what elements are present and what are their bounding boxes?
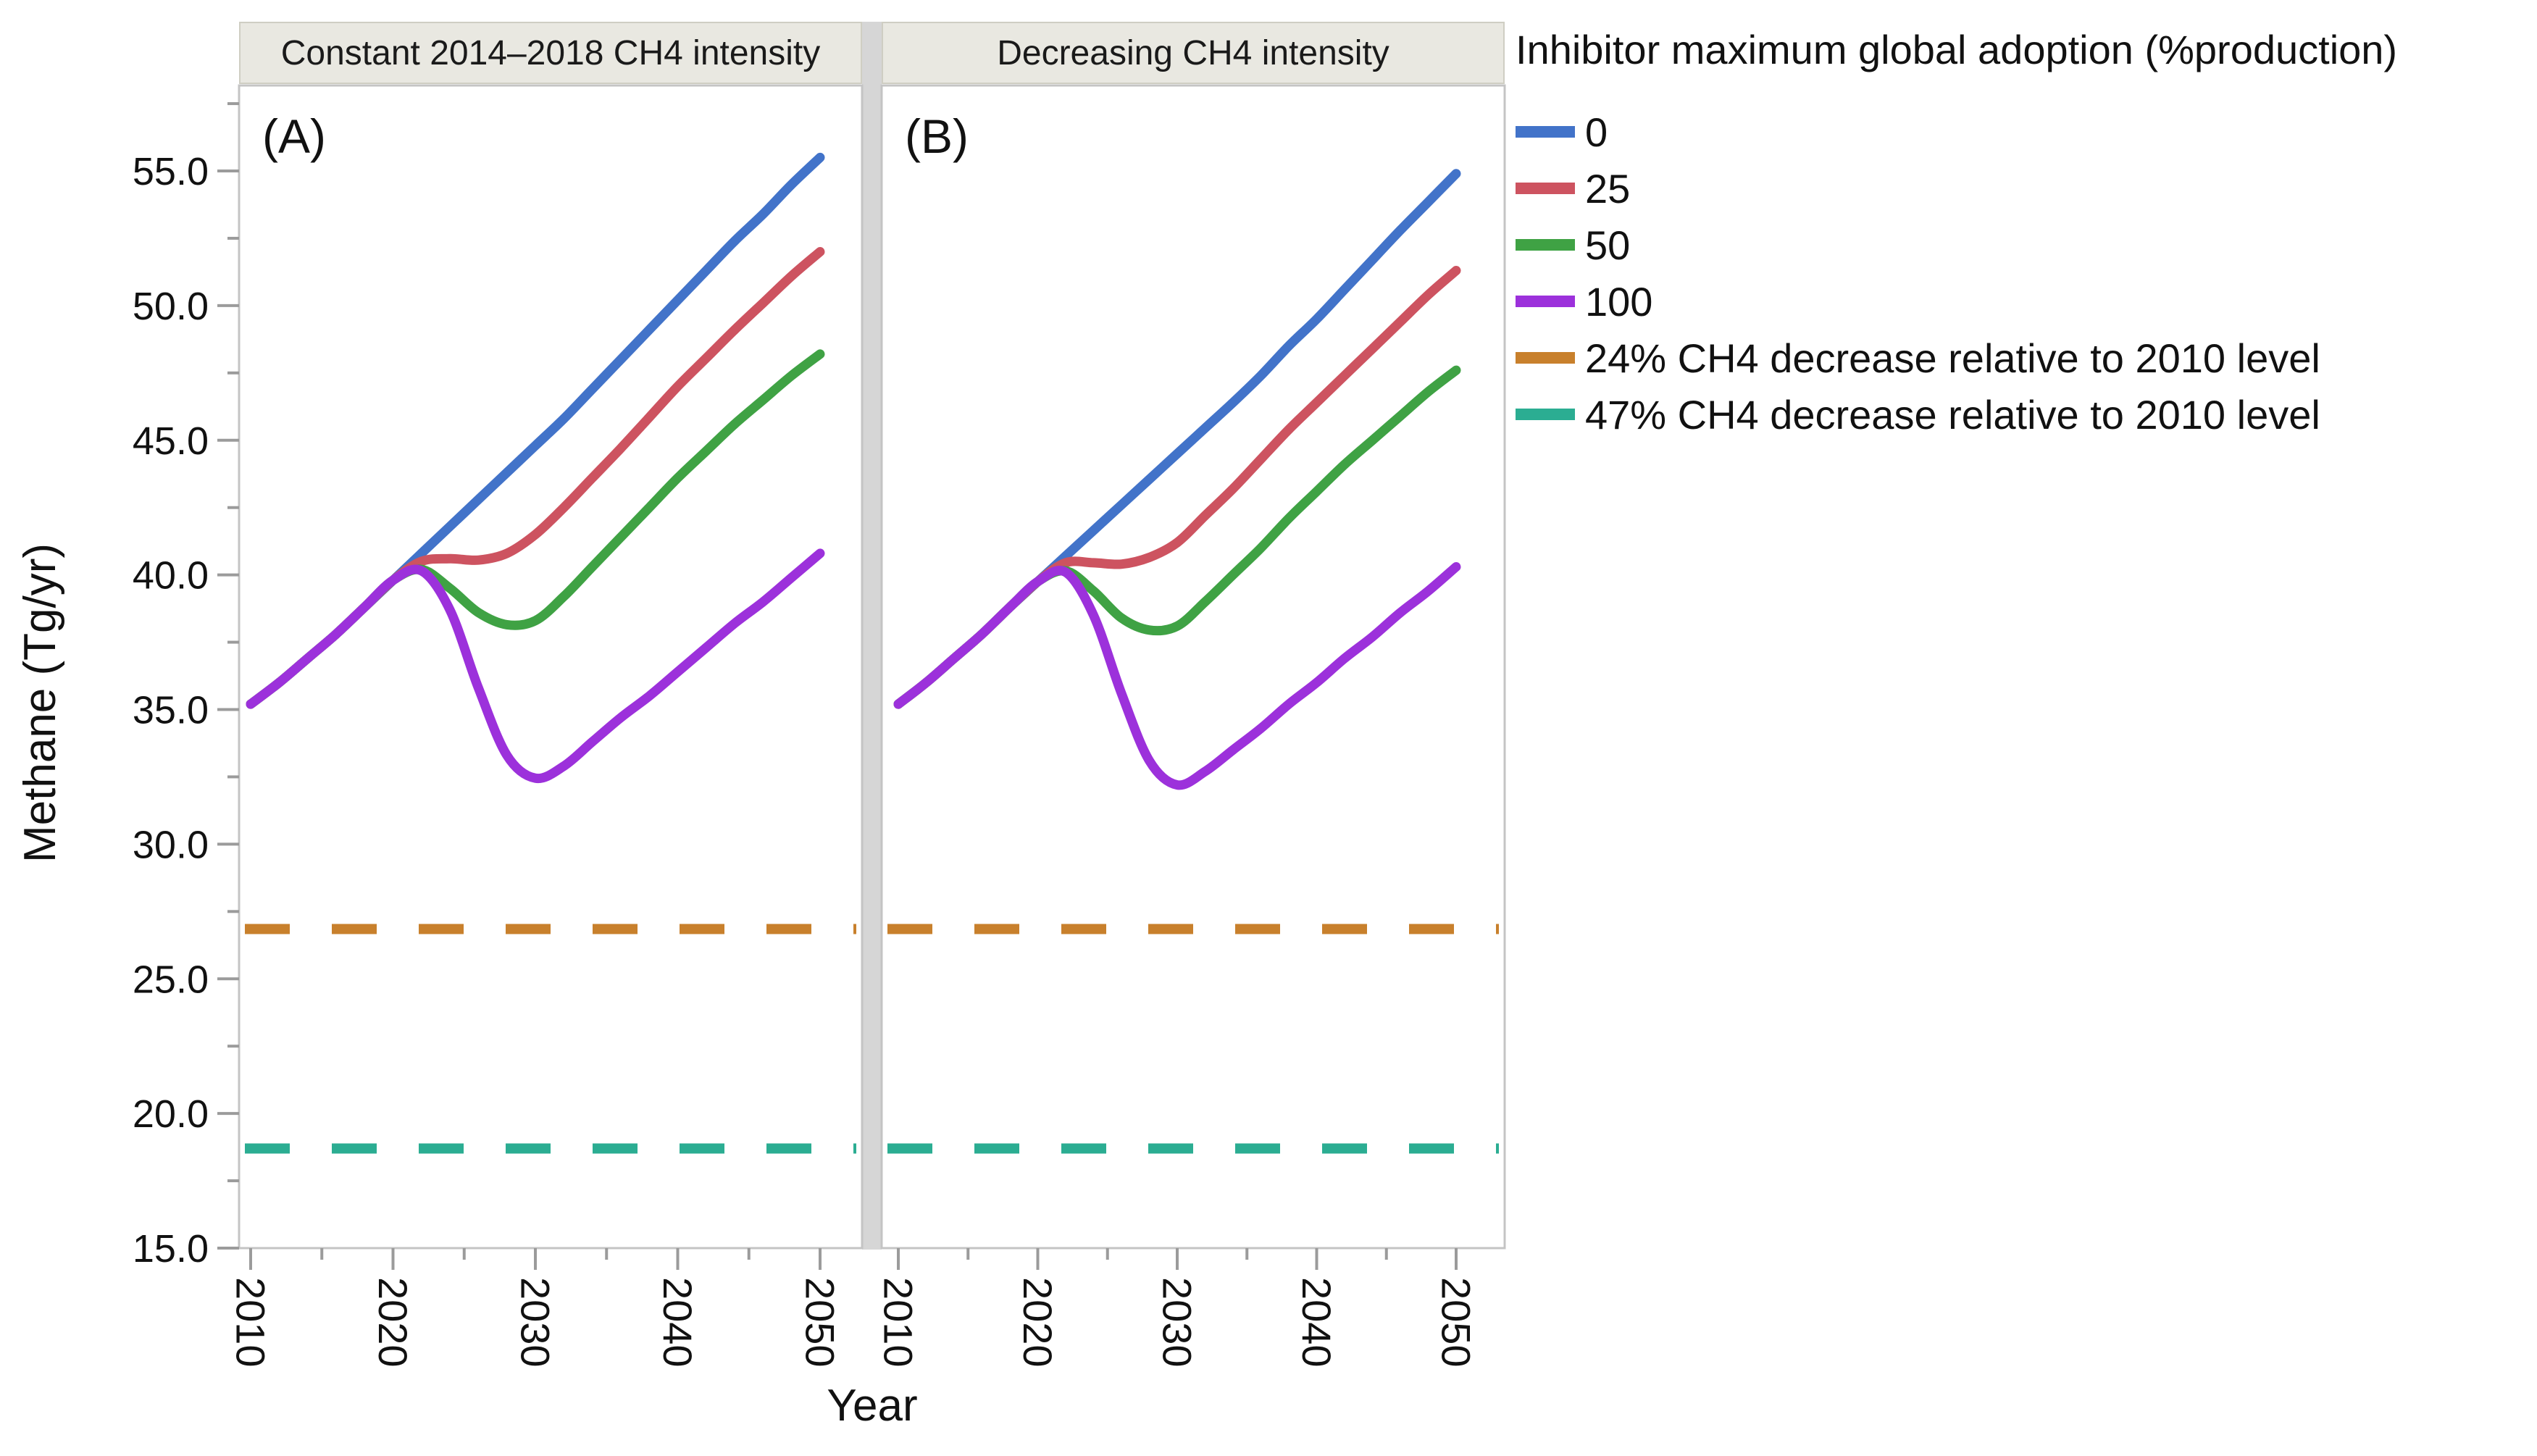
legend-item-label: 47% CH4 decrease relative to 2010 level — [1585, 391, 2320, 438]
legend-item-label: 100 — [1585, 278, 1653, 325]
series-line-adoption-100 — [246, 548, 825, 784]
x-tick-label: 2040 — [655, 1277, 701, 1368]
legend-item-4: 24% CH4 decrease relative to 2010 level — [1516, 330, 2530, 386]
legend-swatch-icon — [1516, 352, 1575, 364]
panel-a-annotation: (A) — [262, 109, 326, 163]
panel-a-border — [238, 84, 864, 1250]
y-tick-label: 30.0 — [133, 823, 209, 866]
panel-b-annotation: (B) — [905, 109, 969, 163]
y-tick-label: 50.0 — [133, 285, 209, 328]
y-axis-title: Methane (Tg/yr) — [15, 543, 65, 863]
x-tick-label: 2030 — [513, 1277, 559, 1368]
x-tick-label: 2030 — [1155, 1277, 1200, 1368]
series-line-adoption-100 — [893, 562, 1461, 790]
legend-swatch-icon — [1516, 126, 1575, 138]
legend-item-3: 100 — [1516, 273, 2530, 330]
x-tick-label: 2040 — [1294, 1277, 1339, 1368]
legend-swatch-icon — [1516, 296, 1575, 307]
legend-swatch-icon — [1516, 183, 1575, 194]
legend-swatch-icon — [1516, 409, 1575, 420]
x-tick-label: 2010 — [876, 1277, 921, 1368]
x-tick-label: 2050 — [1434, 1277, 1479, 1368]
legend-title: Inhibitor maximum global adoption (%prod… — [1516, 27, 2398, 72]
panel-a-strip-title: Constant 2014–2018 CH4 intensity — [239, 22, 862, 84]
panel-b-strip-title: Decreasing CH4 intensity — [882, 22, 1505, 84]
y-tick-label: 20.0 — [133, 1092, 209, 1136]
x-axis-title: Year — [827, 1381, 918, 1431]
y-tick-label: 55.0 — [133, 150, 209, 193]
x-tick-label: 2020 — [1015, 1277, 1061, 1368]
y-tick-label: 35.0 — [133, 689, 209, 732]
panel-divider — [862, 22, 882, 1250]
legend: Inhibitor maximum global adoption (%prod… — [1516, 26, 2530, 443]
x-tick-label: 2050 — [798, 1277, 843, 1368]
legend-item-0: 0 — [1516, 104, 2530, 160]
legend-item-1: 25 — [1516, 160, 2530, 217]
x-tick-label: 2020 — [370, 1277, 416, 1368]
legend-item-label: 24% CH4 decrease relative to 2010 level — [1585, 335, 2320, 381]
panel-b-strip-label: Decreasing CH4 intensity — [997, 33, 1389, 72]
legend-swatch-icon — [1516, 239, 1575, 251]
legend-item-2: 50 — [1516, 217, 2530, 273]
legend-items: 0 25 50 100 24% CH4 decrease relative to 201… — [1516, 104, 2530, 443]
panel-b-border — [880, 84, 1506, 1250]
legend-item-label: 50 — [1585, 222, 1631, 268]
legend-item-label: 0 — [1585, 109, 1608, 155]
legend-item-5: 47% CH4 decrease relative to 2010 level — [1516, 386, 2530, 443]
x-tick-label: 2010 — [228, 1277, 274, 1368]
y-tick-label: 45.0 — [133, 419, 209, 463]
panel-a-strip-label: Constant 2014–2018 CH4 intensity — [280, 33, 821, 72]
y-tick-label: 25.0 — [133, 958, 209, 1001]
legend-item-label: 25 — [1585, 165, 1631, 212]
y-tick-label: 40.0 — [133, 554, 209, 598]
y-tick-label: 15.0 — [133, 1227, 209, 1271]
